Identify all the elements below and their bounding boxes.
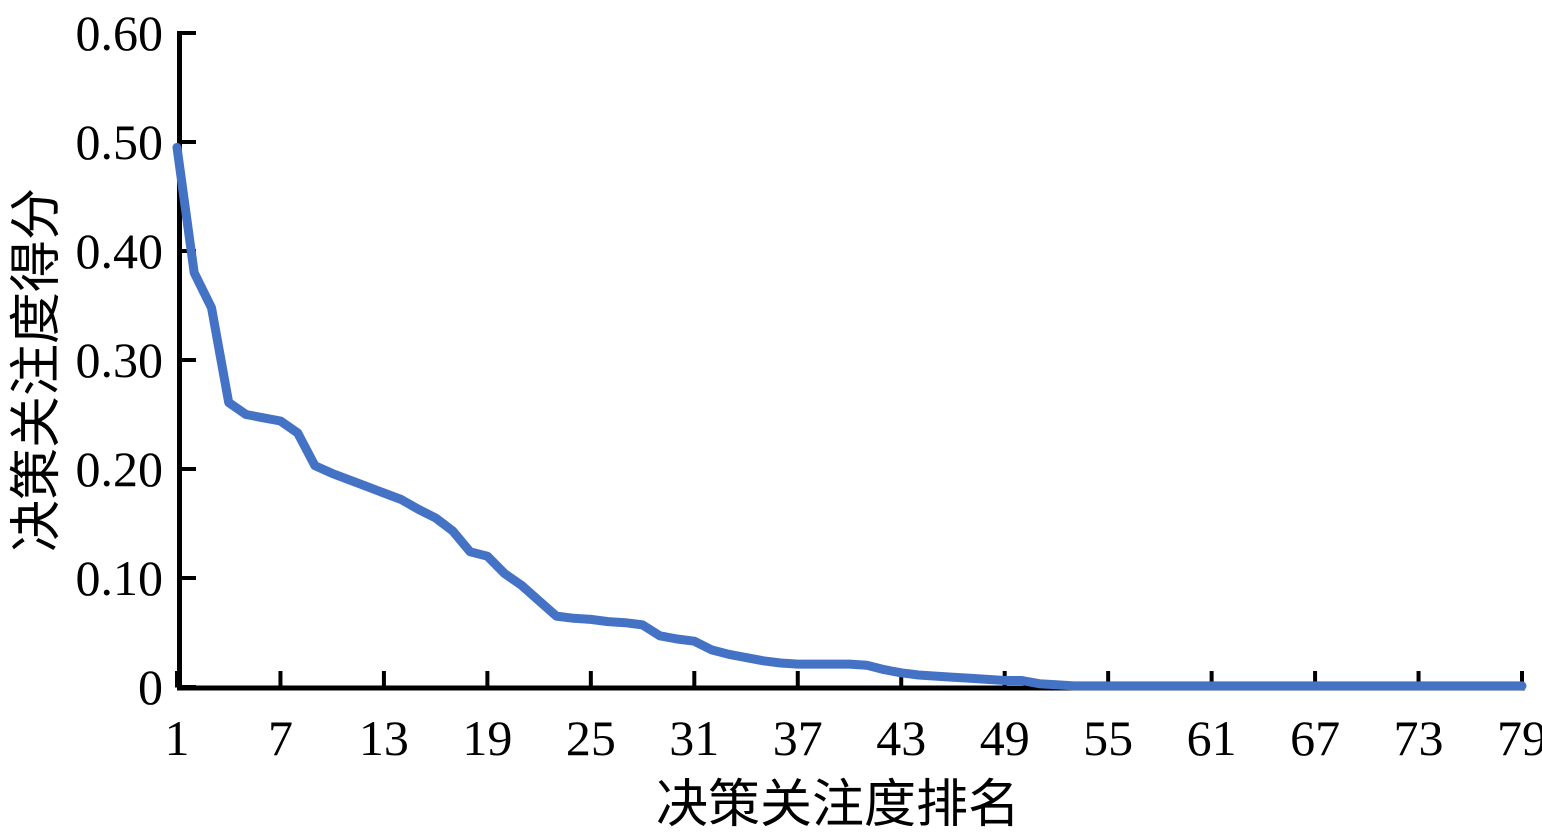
x-tick-label: 25 bbox=[566, 710, 616, 766]
y-axis-title: 决策关注度得分 bbox=[9, 188, 66, 552]
x-tick-label: 67 bbox=[1290, 710, 1340, 766]
x-tick-label: 55 bbox=[1083, 710, 1133, 766]
y-tick-label: 0 bbox=[138, 659, 163, 715]
x-tick-label: 31 bbox=[669, 710, 719, 766]
x-tick-label: 43 bbox=[876, 710, 926, 766]
x-tick-label: 7 bbox=[268, 710, 293, 766]
x-tick-label: 73 bbox=[1394, 710, 1444, 766]
x-axis-title: 决策关注度排名 bbox=[656, 777, 1020, 834]
x-tick-label: 1 bbox=[165, 710, 190, 766]
x-tick-label: 49 bbox=[980, 710, 1030, 766]
y-tick-label: 0.30 bbox=[76, 332, 164, 388]
x-tick-label: 19 bbox=[462, 710, 512, 766]
x-tick-label: 79 bbox=[1497, 710, 1542, 766]
y-tick-label: 0.50 bbox=[76, 114, 164, 170]
y-axis-tick-labels: 0 0.10 0.20 0.30 0.40 0.50 0.60 bbox=[76, 5, 164, 715]
series-line bbox=[172, 142, 1527, 691]
x-tick-label: 13 bbox=[359, 710, 409, 766]
y-axis-ticks bbox=[180, 31, 196, 689]
y-tick-label: 0.20 bbox=[76, 441, 164, 497]
x-tick-label: 37 bbox=[773, 710, 823, 766]
y-tick-label: 0.40 bbox=[76, 223, 164, 279]
y-tick-label: 0.10 bbox=[76, 550, 164, 606]
x-axis-tick-labels: 1 7 13 19 25 31 37 43 49 55 61 67 73 79 bbox=[165, 710, 1542, 766]
y-tick-label: 0.60 bbox=[76, 5, 164, 61]
x-tick-label: 61 bbox=[1187, 710, 1237, 766]
